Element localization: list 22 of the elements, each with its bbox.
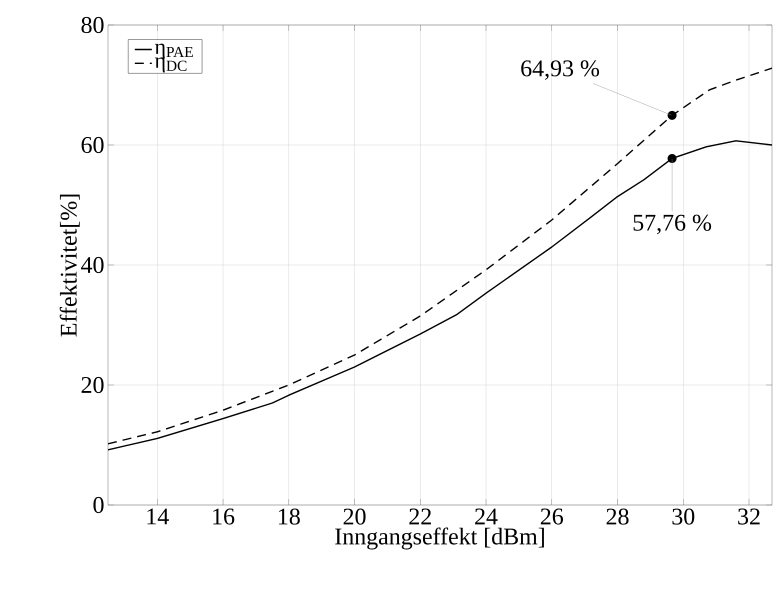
y-tick-label: 0 bbox=[93, 496, 104, 514]
x-tick-label: 28 bbox=[606, 508, 629, 525]
x-tick-label: 16 bbox=[213, 508, 234, 525]
legend-label: η$_{DC}$ bbox=[154, 57, 186, 72]
x-tick-label: 32 bbox=[738, 508, 760, 525]
x-axis-title: Inngangseffekt [dBm] bbox=[335, 528, 544, 550]
x-tick-label: 14 bbox=[147, 508, 169, 524]
x-tick-label: 24 bbox=[475, 508, 498, 524]
y-tick-label: 40 bbox=[81, 256, 104, 274]
line-series bbox=[108, 140, 772, 450]
annotation: 57,76 % bbox=[634, 214, 712, 234]
x-tick-label: 22 bbox=[409, 508, 431, 524]
x-tick-label: 18 bbox=[278, 508, 300, 525]
y-tick-label: 60 bbox=[82, 136, 104, 154]
legend-label: η$_{PAE}$ bbox=[154, 44, 193, 59]
y-axis-title: Effektivitet[%] bbox=[60, 194, 80, 336]
x-tick-label: 26 bbox=[540, 508, 564, 525]
x-tick-label: 20 bbox=[344, 508, 366, 525]
x-tick-label: 30 bbox=[672, 508, 694, 525]
annotation: 64,93 % bbox=[521, 60, 600, 80]
y-tick-label: 80 bbox=[81, 16, 104, 34]
y-tick-label: 20 bbox=[82, 376, 104, 394]
